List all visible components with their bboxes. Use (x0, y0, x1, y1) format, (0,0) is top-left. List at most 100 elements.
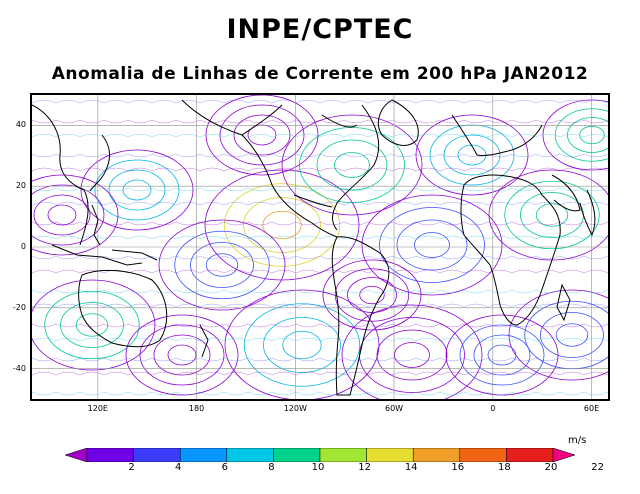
coast-alaska (181, 99, 283, 136)
colorbar-label: 2 (128, 462, 135, 473)
streamline (32, 167, 608, 172)
streamline (334, 268, 410, 322)
streamline (415, 114, 529, 196)
coast-north-america-east (332, 104, 380, 231)
streamline (219, 104, 305, 166)
colorbar-segment (179, 448, 228, 462)
streamline (32, 357, 608, 362)
coast-greenland (377, 99, 419, 146)
colorbar-segment (273, 448, 321, 462)
streamline (32, 221, 608, 226)
colorbar-segment (552, 448, 575, 462)
streamline (190, 242, 254, 288)
streamline (243, 303, 361, 387)
streamline (554, 108, 608, 162)
streamline (414, 232, 450, 258)
coast-new-zealand (199, 324, 209, 358)
streamline (535, 203, 569, 227)
coast-philippines (91, 204, 101, 246)
streamline (322, 259, 422, 331)
streamline (508, 289, 608, 381)
streamline (341, 304, 483, 399)
page-title: INPE/CPTEC (226, 14, 414, 45)
coast-hudson (321, 114, 358, 128)
colorbar-label: 6 (221, 462, 228, 473)
streamline (32, 371, 608, 376)
coast-india (579, 189, 596, 237)
graticule (32, 95, 608, 399)
streamline (459, 324, 545, 386)
streamline (32, 289, 608, 294)
streamline (394, 342, 430, 368)
coast-japan (89, 134, 110, 192)
coast-africa (460, 174, 561, 326)
streamline (94, 159, 180, 221)
longitude-label: 60W (385, 404, 404, 413)
latitude-label: -40 (12, 363, 26, 373)
coast-australia (78, 270, 168, 348)
colorbar-segment (412, 448, 461, 462)
streamline (32, 279, 156, 371)
streamline (376, 329, 448, 381)
latitude-label: 0 (20, 242, 26, 251)
colorbar-segment (459, 448, 507, 462)
streamline (488, 169, 608, 261)
latitude-label: 20 (15, 181, 26, 191)
streamline (347, 277, 397, 313)
colorbar-segment (319, 448, 367, 462)
colorbar-label: 10 (311, 462, 325, 473)
streamline (32, 99, 608, 104)
streamline (504, 180, 600, 250)
streamline (540, 312, 604, 358)
streamline (205, 253, 239, 277)
streamline (361, 194, 503, 296)
colorbar-segment (366, 448, 414, 462)
colorbar-label: 22 (591, 462, 604, 473)
streamline (567, 117, 608, 153)
map-subtitle: Anomalia de Linhas de Corrente em 200 hP… (51, 64, 589, 84)
colorbar-units: m/s (568, 435, 587, 446)
coast-arabia (551, 174, 581, 212)
streamline (359, 317, 465, 393)
streamline (316, 139, 388, 191)
streamline (80, 149, 194, 231)
map-canvas (32, 95, 608, 399)
streamline (223, 183, 341, 267)
streamline (60, 302, 124, 348)
streamline (47, 204, 77, 226)
streamline (44, 290, 140, 360)
streamline (396, 219, 468, 271)
colorbar-label: 20 (544, 462, 558, 473)
streamline (174, 230, 270, 300)
colorbar-label: 16 (451, 462, 465, 473)
colorbar-label: 12 (358, 462, 371, 473)
colorbar-label: 4 (175, 462, 182, 473)
latitude-label: -20 (12, 302, 26, 312)
colorbar-label: 8 (268, 462, 275, 473)
streamline (32, 119, 608, 124)
coast-madagascar (556, 283, 571, 322)
streamline (32, 153, 608, 158)
colorbar-segment (86, 448, 134, 462)
streamline (224, 289, 380, 399)
streamline-map[interactable] (30, 93, 610, 401)
streamline (334, 152, 370, 178)
streamline (32, 323, 608, 328)
colorbar-label: 14 (404, 462, 418, 473)
streamline (359, 285, 385, 305)
coastlines (32, 99, 596, 396)
latitude-label: 40 (15, 120, 26, 130)
longitude-label: 180 (188, 404, 205, 413)
streamline (153, 334, 211, 376)
colorbar-segment (226, 448, 274, 462)
longitude-label: 0 (490, 404, 496, 413)
streamline (32, 303, 608, 308)
colorbar (65, 448, 575, 462)
coast-south-america (331, 236, 390, 396)
streamline (542, 99, 608, 171)
coast-north-america-west (241, 134, 338, 238)
streamline (379, 207, 485, 283)
streamline (32, 201, 608, 206)
streamline (247, 124, 277, 146)
coast-gulf (293, 194, 333, 208)
